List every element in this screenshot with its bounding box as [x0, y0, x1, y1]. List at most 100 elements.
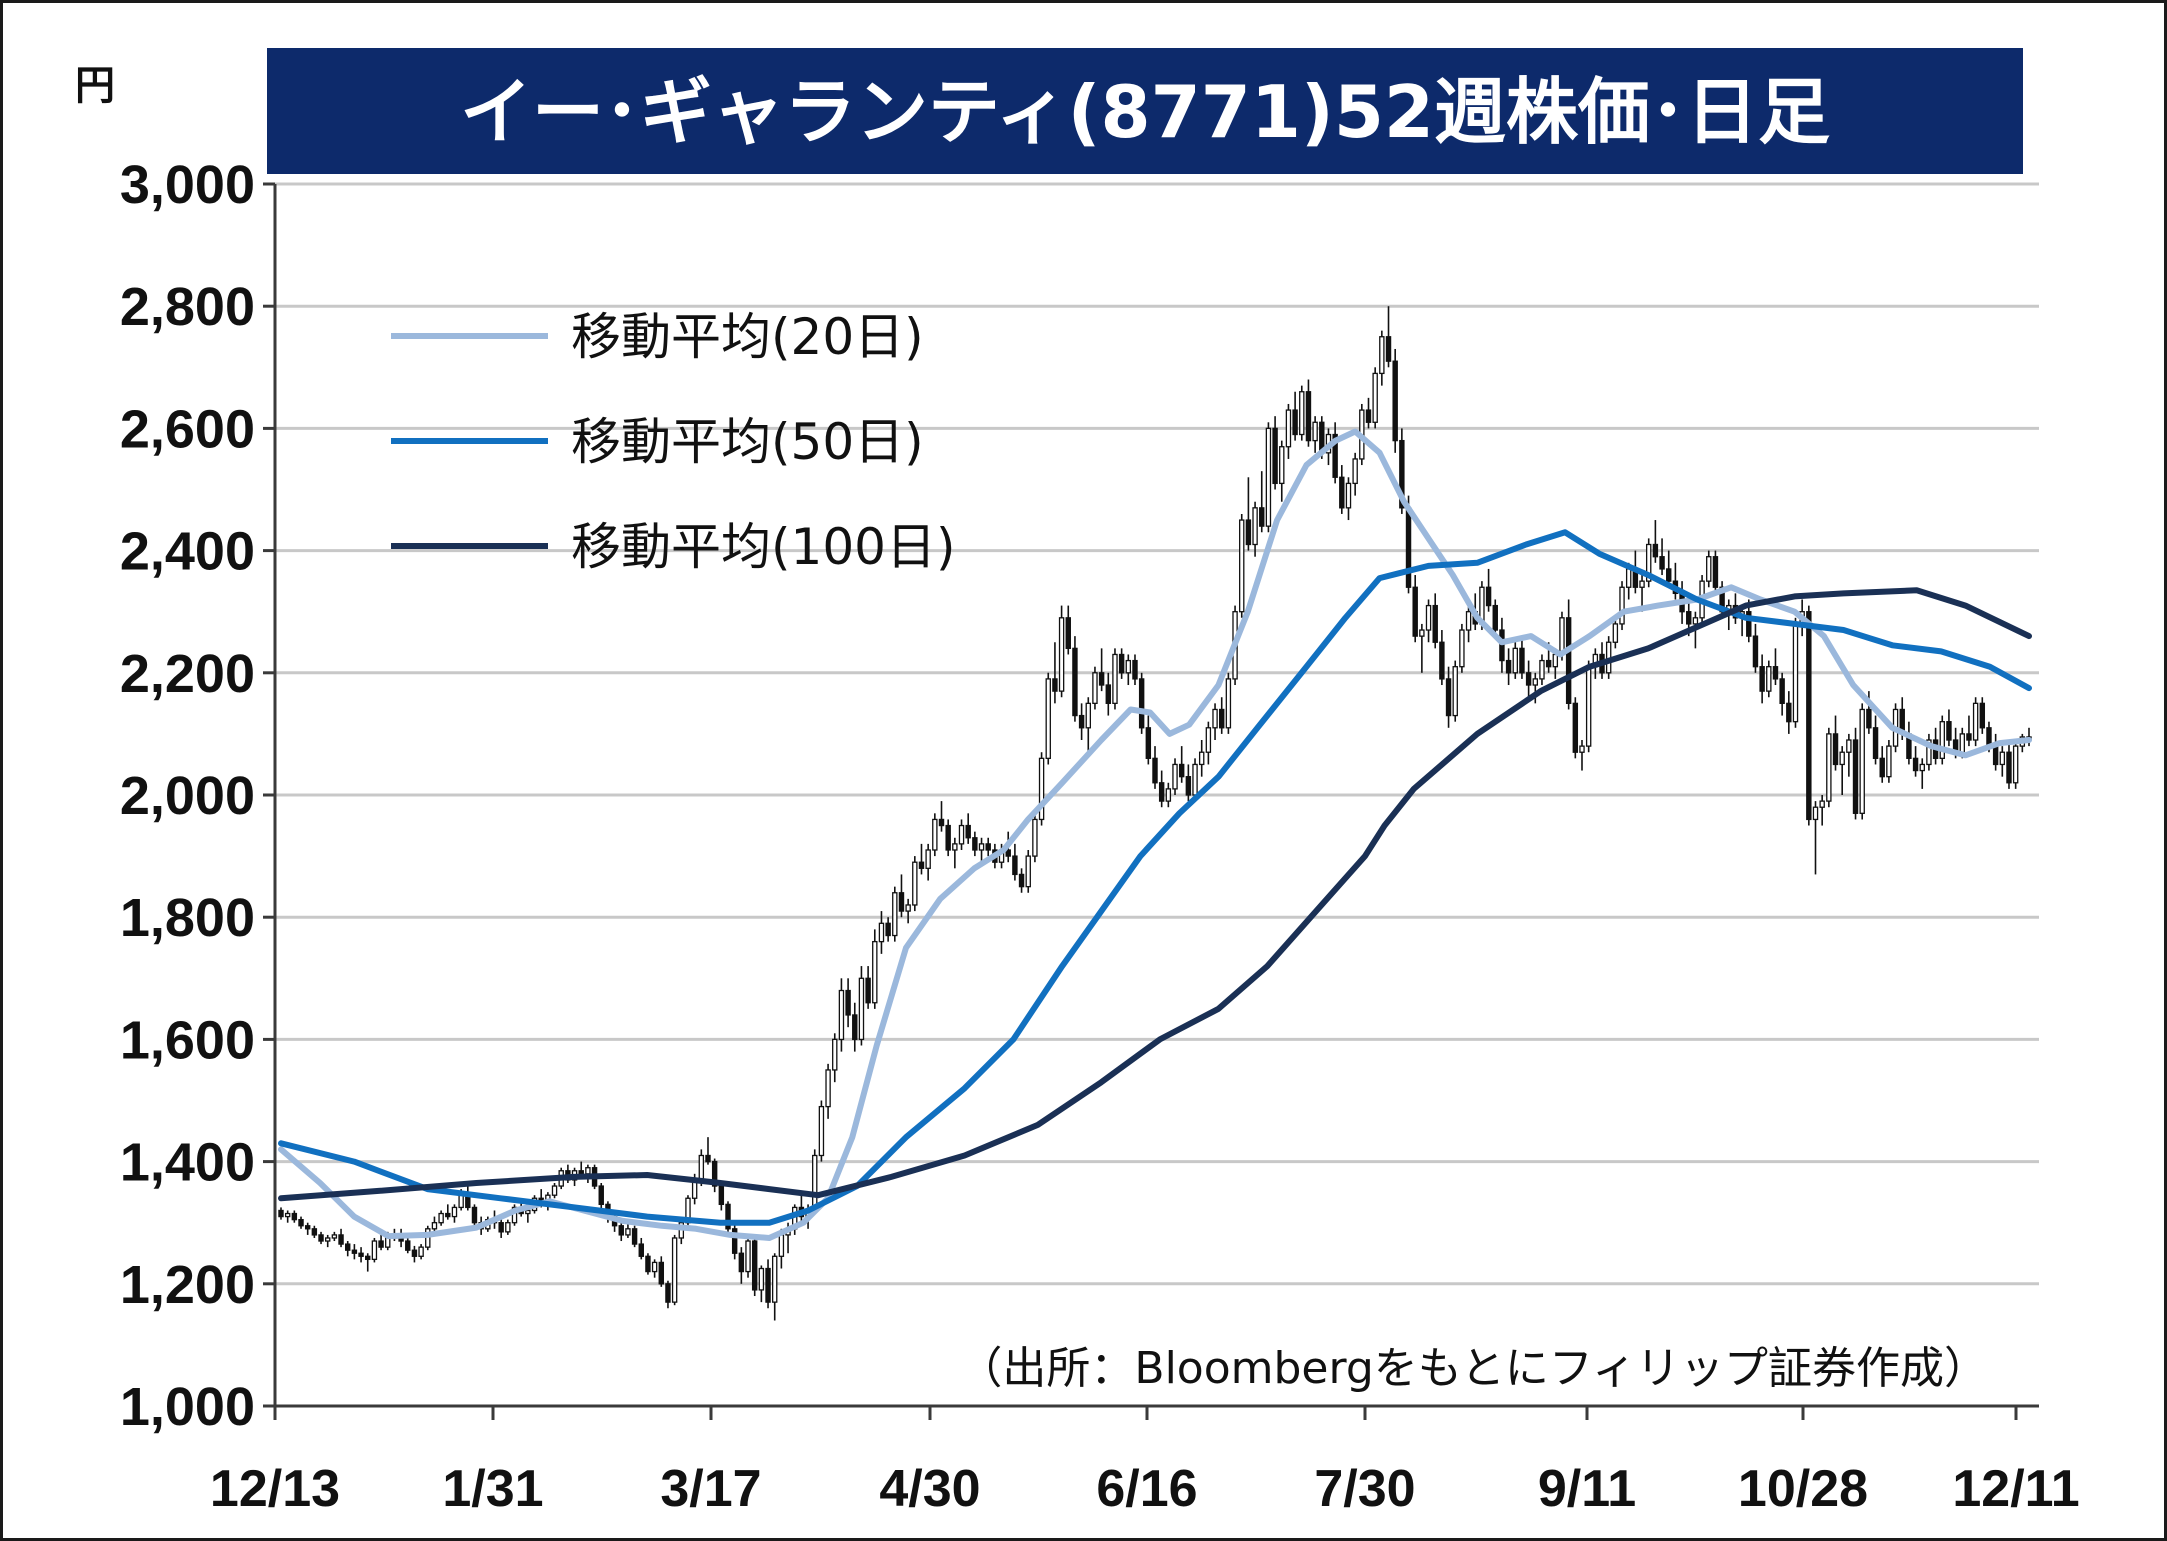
candle-down: [338, 1234, 344, 1245]
candle-up: [1058, 617, 1065, 692]
candle-down: [1806, 611, 1812, 821]
candle-down: [1752, 635, 1759, 668]
candle-down: [1772, 666, 1779, 680]
y-tick-label: 1,200: [120, 1255, 255, 1315]
candle-down: [1078, 714, 1085, 729]
candle-up: [771, 1255, 778, 1303]
candle-up: [425, 1228, 431, 1248]
y-tick-label: 2,000: [120, 766, 255, 826]
x-tick-label: 6/16: [1096, 1460, 1197, 1518]
candle-down: [1686, 611, 1692, 625]
candle-up: [371, 1240, 378, 1261]
y-axis-ticks: 1,000 1,200 1,400 1,600 1,800 2,000 2,200 2,400…: [120, 155, 275, 1437]
ma-20-line: [278, 428, 2032, 1241]
y-tick-label: 2,200: [120, 644, 255, 704]
candle-up: [1279, 446, 1285, 485]
candle-down: [411, 1249, 418, 1257]
candle-up: [1205, 727, 1212, 753]
candle-down: [405, 1240, 411, 1251]
candle-down: [445, 1212, 451, 1218]
candle-down: [598, 1185, 604, 1206]
candle-up: [1125, 659, 1132, 674]
x-tick-label: 12/11: [1952, 1460, 2079, 1518]
candle-up: [1032, 818, 1038, 857]
candle-up: [331, 1234, 338, 1239]
candle-up: [1419, 629, 1425, 637]
candle-up: [625, 1228, 631, 1236]
title-bar: [267, 48, 2023, 174]
candle-down: [1666, 568, 1672, 582]
candle-down: [278, 1209, 284, 1218]
candle-down: [1979, 702, 1986, 729]
chart-canvas: イー･ギャランティ(8771)52週株価･日足 円 1,000 1,200 1,40…: [75, 48, 2080, 1518]
candle-up: [1252, 507, 1258, 546]
candle-down: [378, 1240, 384, 1248]
y-tick-label: 1,600: [120, 1010, 255, 1070]
candle-down: [645, 1255, 651, 1273]
candle-down: [1218, 708, 1225, 729]
candle-up: [1812, 806, 1819, 821]
candle-down: [1946, 721, 1952, 741]
candle-up: [324, 1237, 331, 1242]
candle-down: [765, 1267, 771, 1303]
candle-down: [845, 989, 851, 1016]
x-tick-label: 9/11: [1538, 1460, 1636, 1518]
candle-up: [758, 1267, 765, 1291]
candle-down: [1445, 678, 1452, 717]
candle-down: [1305, 391, 1312, 442]
candle-up: [818, 1105, 825, 1157]
candle-up: [1619, 586, 1625, 625]
candle-down: [1018, 873, 1025, 888]
candle-up: [1559, 617, 1565, 656]
candle-up: [284, 1212, 291, 1218]
candle-down: [985, 843, 991, 851]
candle-down: [1545, 659, 1552, 668]
candle-down: [1339, 476, 1345, 509]
candle-down: [1152, 757, 1158, 784]
candle-up: [1792, 623, 1799, 723]
y-tick-label: 1,400: [120, 1133, 255, 1193]
y-tick-label: 2,400: [120, 522, 255, 582]
candle-down: [1412, 586, 1418, 637]
candle-up: [1612, 623, 1619, 643]
candle-up: [778, 1234, 785, 1257]
candle-down: [1132, 659, 1138, 680]
x-tick-label: 10/28: [1738, 1460, 1868, 1518]
candle-down: [471, 1206, 478, 1224]
candle-down: [1365, 409, 1372, 423]
candle-up: [878, 922, 885, 943]
candle-down: [1072, 647, 1078, 717]
candle-down: [1105, 684, 1112, 705]
candle-up: [1038, 757, 1045, 821]
candle-up: [1452, 666, 1458, 717]
candle-up: [812, 1154, 818, 1212]
candle-up: [1465, 611, 1472, 631]
candle-down: [898, 892, 905, 912]
candle-up: [1345, 482, 1352, 509]
candle-down: [318, 1234, 324, 1242]
candle-down: [1272, 427, 1278, 485]
candle-up: [551, 1185, 558, 1196]
candle-down: [1012, 855, 1018, 876]
candle-down: [358, 1252, 364, 1257]
candle-down: [865, 977, 871, 1004]
candle-down: [1138, 678, 1145, 729]
candle-down: [1385, 336, 1392, 362]
candle-down: [1866, 708, 1872, 729]
candle-down: [938, 818, 945, 827]
candle-down: [725, 1203, 731, 1230]
candle-down: [2006, 751, 2012, 784]
candle-down: [1118, 653, 1125, 674]
candle-down: [311, 1228, 318, 1236]
y-tick-label: 2,600: [120, 399, 255, 459]
candle-up: [1999, 751, 2006, 766]
candle-down: [1005, 849, 1011, 857]
x-tick-label: 7/30: [1314, 1460, 1415, 1518]
candle-down: [1652, 543, 1659, 558]
candle-down: [351, 1249, 358, 1254]
candle-down: [344, 1243, 351, 1251]
candle-down: [1245, 519, 1252, 546]
candle-up: [1972, 702, 1979, 741]
candle-down: [972, 837, 978, 851]
candle-up: [525, 1209, 531, 1215]
